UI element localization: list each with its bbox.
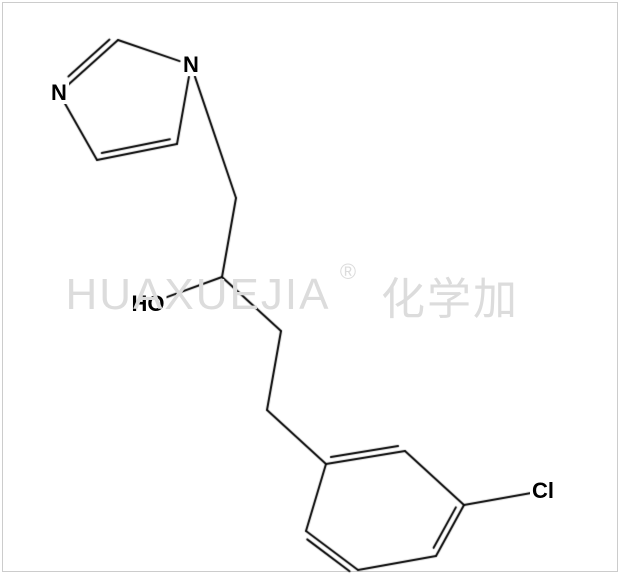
- molecule-canvas: [0, 0, 622, 576]
- atom-label-n3: N: [181, 54, 201, 76]
- atom-label-cl: Cl: [530, 480, 556, 502]
- atom-label-n1: N: [49, 82, 69, 104]
- atom-label-oh: HO: [130, 293, 167, 315]
